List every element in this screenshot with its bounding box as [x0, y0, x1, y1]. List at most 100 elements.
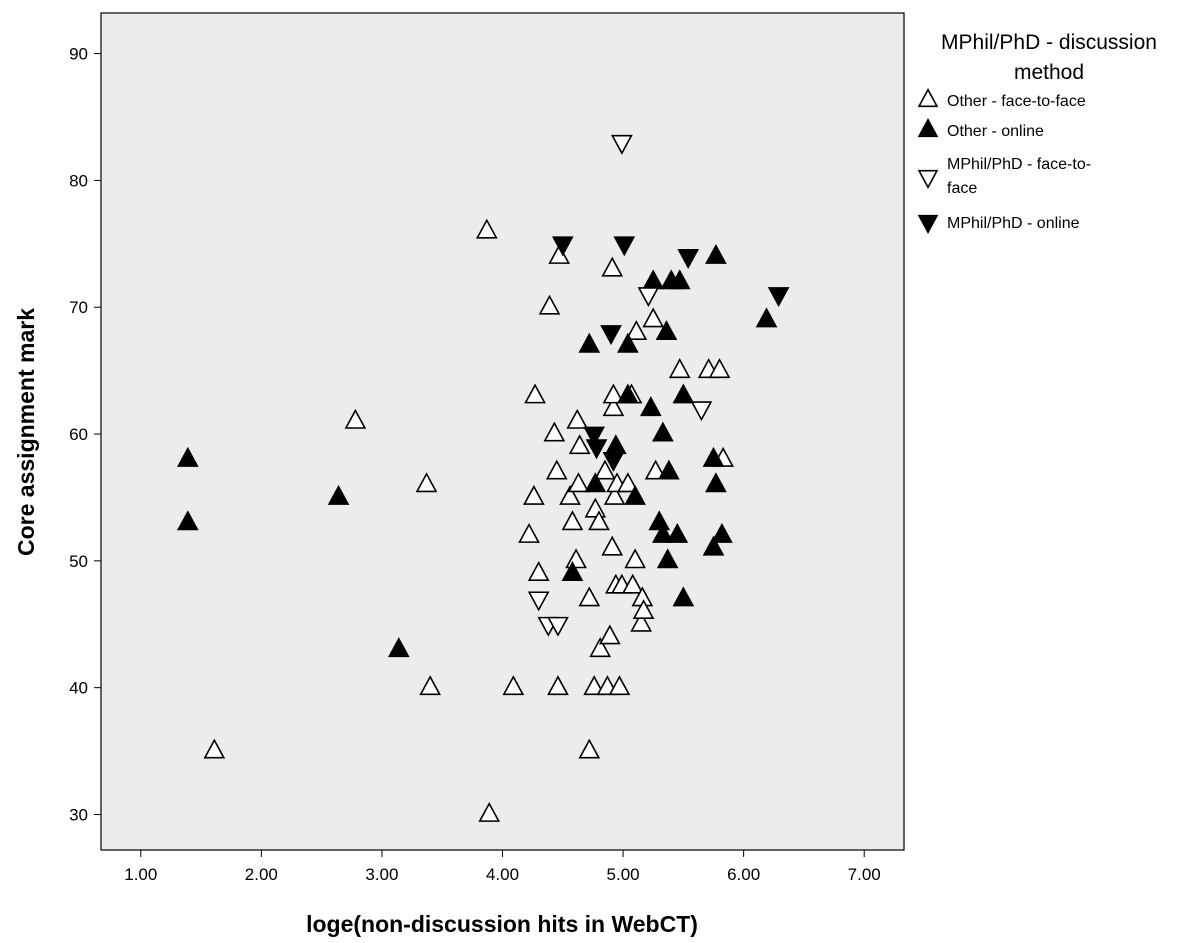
data-point — [668, 269, 691, 290]
data-point — [617, 472, 639, 493]
x-tick-label: 1.00 — [124, 865, 157, 884]
data-point — [652, 522, 674, 543]
legend-items: Other - face-to-face Other - online MPhil/… — [917, 88, 1091, 234]
data-point — [584, 472, 607, 493]
legend-title-line-1: MPhil/PhD - discussion — [941, 31, 1157, 54]
data-point — [502, 675, 525, 696]
data-point — [602, 383, 625, 404]
data-point — [176, 446, 199, 467]
y-axis: 30 40 50 60 70 80 90 — [69, 45, 101, 824]
data-markers — [176, 134, 790, 822]
y-tick-label: 40 — [69, 679, 88, 698]
data-point — [637, 287, 660, 308]
data-point — [176, 510, 199, 531]
y-tick-label: 80 — [69, 171, 88, 190]
data-point — [624, 484, 646, 505]
legend-marker — [917, 88, 939, 108]
data-point — [705, 243, 727, 264]
legend-label: Other - online — [947, 123, 1044, 140]
data-point — [711, 522, 733, 543]
data-point — [547, 675, 569, 696]
legend-item: MPhil/PhD - face-to-face — [917, 156, 1091, 197]
data-point — [600, 325, 622, 346]
data-point — [419, 675, 442, 696]
data-point — [613, 236, 636, 257]
data-point — [624, 548, 646, 569]
data-point — [601, 535, 624, 556]
data-point — [545, 459, 568, 480]
data-point — [598, 624, 621, 645]
data-point — [415, 472, 438, 493]
data-point — [705, 472, 727, 493]
data-point — [547, 616, 569, 637]
data-point — [603, 484, 626, 505]
data-point — [690, 401, 713, 422]
x-tick-label: 5.00 — [607, 865, 640, 884]
data-point — [583, 675, 605, 696]
data-point — [559, 484, 581, 505]
data-point — [632, 599, 655, 620]
legend-label: MPhil/PhD - face-to- — [947, 156, 1091, 173]
y-tick-label: 30 — [69, 805, 88, 824]
data-point — [527, 561, 550, 581]
legend-label: MPhil/PhD - online — [947, 215, 1080, 232]
legend-title-line-2: method — [1014, 61, 1084, 84]
data-point — [551, 236, 574, 257]
y-tick-label: 50 — [69, 552, 88, 571]
data-point — [344, 408, 367, 429]
data-point — [543, 421, 566, 442]
series-0 — [203, 218, 734, 822]
legend-item: MPhil/PhD - online — [917, 214, 1080, 234]
data-point — [585, 439, 608, 460]
data-point — [642, 307, 665, 328]
data-point — [602, 396, 625, 417]
data-point — [602, 451, 625, 472]
data-point — [594, 459, 616, 480]
series-1 — [176, 243, 778, 658]
x-tick-label: 3.00 — [365, 865, 398, 884]
data-point — [203, 738, 226, 759]
legend-label: Other - face-to-face — [947, 93, 1086, 110]
y-tick-label: 90 — [69, 45, 88, 64]
data-point — [656, 548, 679, 569]
data-point — [639, 396, 662, 417]
data-point — [672, 383, 695, 404]
data-point — [568, 434, 591, 455]
data-point — [668, 358, 691, 379]
data-point — [608, 675, 631, 696]
data-point — [708, 358, 731, 379]
legend: MPhil/PhD - discussion method Other - fa… — [917, 31, 1157, 234]
data-point — [561, 561, 584, 581]
x-tick-label: 7.00 — [848, 865, 881, 884]
series-3 — [551, 236, 790, 472]
data-point — [538, 294, 561, 315]
data-point — [583, 426, 605, 447]
data-point — [601, 256, 624, 277]
y-tick-label: 70 — [69, 298, 88, 317]
x-axis: 1.00 2.00 3.00 4.00 5.00 6.00 7.00 — [124, 850, 881, 884]
data-point — [518, 522, 540, 543]
plot-area — [100, 12, 905, 851]
data-point — [578, 332, 601, 353]
data-point — [578, 738, 601, 759]
data-point — [617, 383, 639, 404]
data-point — [566, 408, 589, 429]
series-2 — [527, 134, 713, 637]
data-point — [617, 332, 639, 353]
legend-marker — [917, 214, 939, 234]
x-tick-label: 6.00 — [727, 865, 760, 884]
data-point — [387, 637, 410, 658]
x-axis-title: loge(non-discussion hits in WebCT) — [306, 911, 698, 937]
data-point — [630, 611, 653, 632]
legend-item: Other - online — [917, 118, 1044, 140]
data-point — [666, 522, 689, 543]
x-tick-label: 4.00 — [486, 865, 519, 884]
data-point — [578, 586, 601, 607]
y-tick-label: 60 — [69, 425, 88, 444]
data-point — [589, 637, 612, 658]
data-point — [561, 510, 584, 531]
data-point — [767, 287, 790, 308]
data-point — [548, 243, 571, 264]
data-point — [588, 510, 610, 531]
data-point — [523, 484, 545, 505]
